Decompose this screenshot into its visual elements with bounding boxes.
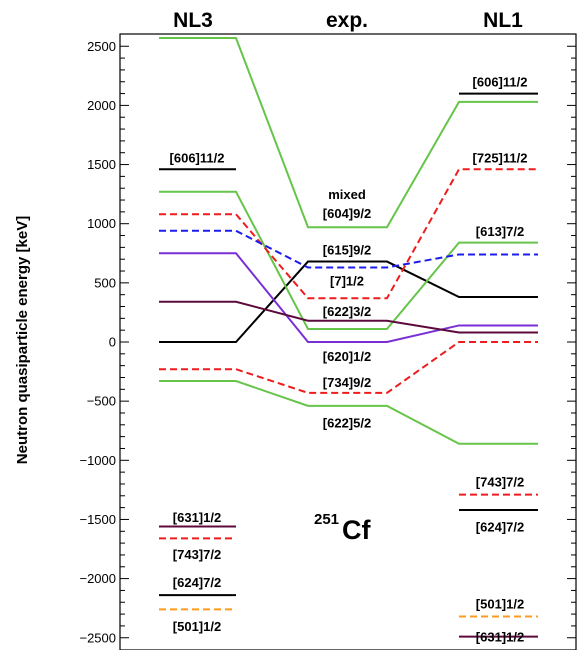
nucleus-symbol: Cf bbox=[342, 515, 371, 545]
y-tick-label: −2500 bbox=[79, 630, 116, 645]
y-tick-label: 1500 bbox=[87, 157, 116, 172]
level-label: [725]11/2 bbox=[473, 150, 528, 165]
level-label: [743]7/2 bbox=[476, 475, 524, 490]
column-header-exp: exp. bbox=[326, 9, 368, 32]
column-header-nl3: NL3 bbox=[173, 9, 213, 32]
level-label: [604]9/2 bbox=[323, 206, 371, 221]
y-tick-label: −1500 bbox=[79, 512, 116, 527]
y-tick-label: 500 bbox=[94, 275, 116, 290]
column-header-nl1: NL1 bbox=[483, 9, 523, 32]
level-label: [613]7/2 bbox=[476, 224, 524, 239]
level-line-green-top bbox=[159, 36, 538, 229]
level-labels: [606]11/2 [631]1/2 [743]7/2 [624]7/2 [501]1/… bbox=[170, 75, 528, 645]
level-line-purple bbox=[159, 252, 538, 343]
level-label: [606]11/2 bbox=[473, 75, 528, 90]
y-tick-label: −2000 bbox=[79, 571, 116, 586]
y-axis-label: Neutron quasiparticle energy [keV] bbox=[14, 216, 31, 464]
y-tick-label: 2500 bbox=[87, 39, 116, 54]
y-tick-label: 1000 bbox=[87, 216, 116, 231]
level-label: [734]9/2 bbox=[323, 375, 371, 390]
level-label: mixed bbox=[328, 187, 366, 202]
level-line-blue bbox=[159, 229, 538, 269]
level-label: [615]9/2 bbox=[323, 243, 371, 258]
level-line-green-low bbox=[159, 380, 538, 445]
y-tick-label: 2000 bbox=[87, 98, 116, 113]
level-label: [7]1/2 bbox=[330, 273, 364, 288]
y-axis-ticks: −2500 −2000 −1500 −1000 −500 0 500 1000 1500 2000… bbox=[79, 39, 576, 645]
level-label: [620]1/2 bbox=[323, 349, 371, 364]
level-lines bbox=[159, 36, 538, 638]
level-label: [631]1/2 bbox=[476, 630, 524, 645]
y-tick-label: 0 bbox=[109, 335, 116, 350]
level-line-maroon bbox=[159, 300, 538, 334]
nucleus-mass-number: 251 bbox=[314, 511, 339, 528]
level-label: [743]7/2 bbox=[173, 547, 221, 562]
y-tick-label: −500 bbox=[87, 394, 116, 409]
level-line-green-mid bbox=[159, 190, 538, 330]
level-label: [624]7/2 bbox=[476, 520, 524, 535]
level-label: [622]3/2 bbox=[323, 304, 371, 319]
level-label: [624]7/2 bbox=[173, 575, 221, 590]
level-label: [606]11/2 bbox=[170, 150, 225, 165]
level-label: [501]1/2 bbox=[476, 596, 524, 611]
y-tick-label: −1000 bbox=[79, 453, 116, 468]
nucleus-label: 251 Cf bbox=[314, 511, 371, 545]
column-headers: NL3 exp. NL1 bbox=[173, 9, 523, 32]
level-line-red-low bbox=[159, 341, 538, 394]
level-label: [622]5/2 bbox=[323, 415, 371, 430]
level-label: [631]1/2 bbox=[173, 510, 221, 525]
level-line-black-620 bbox=[159, 260, 538, 343]
level-label: [501]1/2 bbox=[173, 619, 221, 634]
